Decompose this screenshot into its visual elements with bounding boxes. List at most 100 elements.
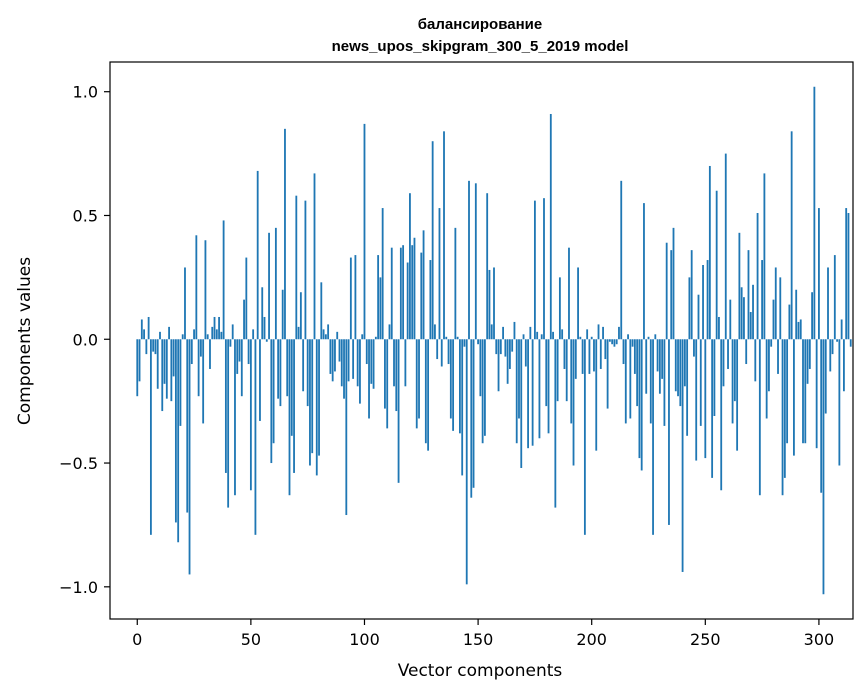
bar — [168, 326, 170, 340]
bar — [793, 339, 795, 456]
bar — [777, 339, 779, 374]
bar — [288, 339, 291, 496]
bar — [506, 339, 509, 384]
bar — [663, 339, 666, 426]
bar — [670, 250, 673, 340]
bar — [140, 319, 143, 340]
bar — [324, 334, 327, 340]
bar — [422, 230, 425, 340]
bar — [583, 339, 586, 535]
bar — [702, 265, 704, 340]
bar — [202, 339, 205, 424]
bar — [490, 324, 493, 340]
bar — [811, 292, 814, 340]
bar — [638, 339, 641, 459]
bar — [179, 339, 182, 426]
bar — [740, 287, 743, 340]
bar — [765, 339, 768, 419]
bar — [624, 339, 627, 424]
bar — [736, 339, 739, 451]
bar — [633, 339, 636, 374]
y-axis-ticks: 1.0 0.5 0.0 −0.5 −1.0 — [59, 83, 110, 597]
bar — [195, 235, 198, 340]
bar — [311, 339, 314, 454]
bar — [413, 237, 416, 340]
bar — [802, 339, 804, 444]
bar — [840, 319, 843, 340]
bar — [304, 200, 307, 340]
bar — [845, 208, 848, 340]
bar — [329, 339, 332, 374]
bar — [265, 339, 268, 342]
bar — [277, 339, 280, 399]
bar — [418, 339, 420, 419]
bar — [538, 339, 541, 439]
bar — [406, 262, 409, 340]
bar — [372, 339, 375, 389]
bar — [606, 339, 609, 409]
bar — [306, 339, 309, 407]
y-tick-label: 0.0 — [73, 330, 98, 349]
bar — [368, 339, 370, 419]
bar — [331, 339, 334, 382]
bar — [159, 331, 161, 340]
bar — [474, 183, 477, 340]
bar — [152, 339, 155, 352]
bar — [693, 339, 695, 357]
bar — [345, 339, 348, 516]
bar — [438, 208, 441, 340]
bar — [322, 329, 325, 340]
bar — [665, 242, 668, 340]
bar — [545, 339, 548, 407]
bar — [384, 339, 386, 409]
bar — [708, 165, 711, 340]
bar — [622, 339, 625, 365]
bar — [377, 255, 380, 340]
bar — [699, 339, 702, 426]
bar — [227, 339, 230, 508]
bar — [470, 339, 473, 498]
bar — [761, 260, 764, 340]
bar — [581, 339, 584, 374]
bar — [249, 339, 252, 491]
bar — [199, 339, 202, 357]
bar — [636, 339, 639, 407]
bar — [715, 190, 718, 340]
bar — [631, 339, 634, 347]
bar — [302, 339, 305, 392]
bar — [522, 334, 525, 340]
bar — [797, 321, 800, 340]
bar — [356, 339, 359, 387]
bar — [543, 198, 545, 340]
bar — [461, 339, 464, 476]
bar — [713, 339, 716, 416]
bar — [293, 339, 295, 473]
bar — [831, 339, 834, 355]
bar — [409, 193, 411, 340]
bar — [722, 339, 725, 387]
bar — [552, 331, 554, 340]
bar — [527, 339, 529, 449]
bar — [197, 339, 200, 397]
bar — [193, 329, 195, 340]
bar — [186, 339, 189, 513]
bar — [488, 269, 491, 340]
bar — [361, 334, 364, 340]
bar — [259, 339, 261, 421]
bar — [399, 247, 402, 340]
bar — [781, 339, 784, 496]
bar — [829, 339, 832, 372]
bar — [465, 339, 468, 585]
bar — [833, 255, 836, 340]
bar — [733, 339, 736, 402]
bar — [540, 334, 543, 340]
bar — [177, 339, 180, 543]
bar — [436, 339, 439, 360]
bar — [602, 326, 604, 340]
bar — [411, 245, 414, 340]
bar — [533, 200, 536, 340]
bar — [268, 232, 270, 340]
bar — [749, 312, 752, 340]
bar — [456, 336, 459, 340]
bar — [161, 339, 164, 412]
